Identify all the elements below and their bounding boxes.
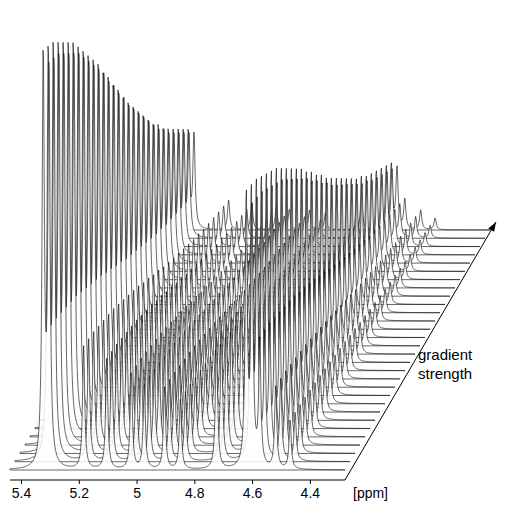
x-tick	[21, 480, 22, 484]
spectrum-trace	[20, 42, 355, 453]
spectrum-trace	[60, 60, 395, 387]
spectrum-trace	[15, 46, 350, 462]
x-tick	[194, 480, 195, 484]
spectrum-trace	[75, 77, 410, 362]
spectrum-trace	[25, 42, 360, 445]
x-tick	[79, 480, 80, 484]
spectrum-trace	[40, 43, 375, 421]
x-tick-label: 4.4	[301, 485, 321, 501]
depth-axis	[345, 222, 496, 480]
x-axis-label: [ppm]	[353, 485, 388, 501]
x-tick-label: 5.2	[70, 485, 90, 501]
spectrum-trace	[70, 73, 405, 371]
spectrum-trace	[65, 64, 400, 379]
spectrum-trace	[45, 47, 380, 412]
depth-label-line: gradient	[418, 346, 473, 363]
depth-label: gradient strength	[418, 346, 473, 382]
spectrum-trace	[30, 42, 365, 437]
spectrum-trace	[35, 42, 370, 428]
x-tick	[252, 480, 253, 484]
x-tick	[137, 480, 138, 484]
depth-arrow	[488, 222, 496, 232]
depth-label-line: strength	[418, 365, 472, 382]
spectrum-trace	[10, 50, 345, 470]
x-tick	[310, 480, 311, 484]
spectrum-trace	[50, 51, 385, 404]
spectra	[10, 42, 490, 470]
spectrum-trace	[55, 56, 390, 396]
x-axis	[10, 480, 345, 481]
x-tick-label: 5	[133, 485, 141, 501]
x-tick-label: 5.4	[12, 485, 32, 501]
x-tick-label: 4.8	[185, 485, 205, 501]
x-tick-label: 4.6	[243, 485, 263, 501]
